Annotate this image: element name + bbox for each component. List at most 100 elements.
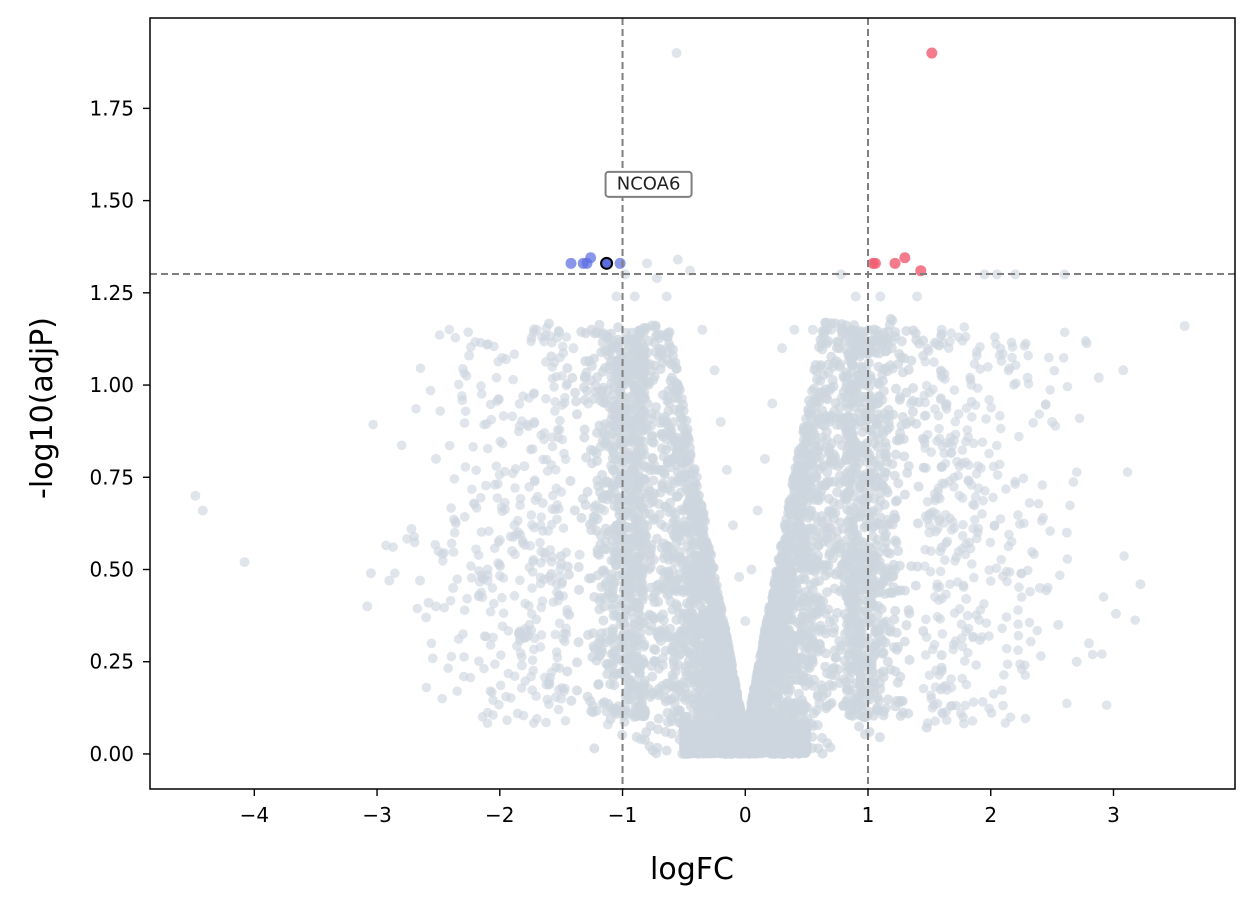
cloud-point [609, 611, 619, 621]
cloud-point [794, 668, 804, 678]
volcano-plot-svg: NCOA6 −4 −3 −2 −1 0 1 2 3 0.000.250.500.751.001… [0, 0, 1255, 906]
cloud-point [630, 417, 640, 427]
cloud-point [878, 429, 888, 439]
cloud-point [698, 585, 708, 595]
cloud-point [651, 402, 661, 412]
cloud-point [787, 480, 797, 490]
cloud-point [795, 575, 805, 585]
cloud-point [678, 415, 688, 425]
cloud-point [904, 461, 914, 471]
cloud-point [688, 583, 698, 593]
cloud-point [702, 637, 712, 647]
cloud-point [831, 653, 841, 663]
cloud-point [676, 457, 686, 467]
cloud-point [670, 521, 680, 531]
cloud-point [610, 423, 620, 433]
cloud-point [674, 474, 684, 484]
cloud-point [821, 393, 831, 403]
cloud-point [615, 668, 625, 678]
cloud-point [656, 429, 666, 439]
cloud-point [784, 569, 794, 579]
cloud-point [893, 678, 903, 688]
cloud-point [807, 405, 817, 415]
cloud-point [574, 585, 584, 595]
cloud-point [603, 699, 613, 709]
cloud-point [892, 495, 902, 505]
cloud-point [662, 576, 672, 586]
cloud-point [718, 645, 728, 655]
cloud-point [809, 708, 819, 718]
cloud-point [899, 451, 909, 461]
cloud-point [874, 379, 884, 389]
cloud-point [670, 682, 680, 692]
cloud-point [898, 367, 908, 377]
cloud-point [847, 516, 857, 526]
cloud-point [878, 666, 888, 676]
cloud-point [605, 679, 615, 689]
cloud-point [887, 571, 897, 581]
cloud-point [825, 680, 835, 690]
cloud-point [659, 468, 669, 478]
cloud-point [845, 424, 855, 434]
cloud-point [624, 643, 634, 653]
cloud-point [583, 487, 593, 497]
cloud-point [765, 694, 775, 704]
cloud-point [677, 447, 687, 457]
cloud-point [671, 615, 681, 625]
cloud-point [694, 563, 704, 573]
cloud-point [602, 333, 612, 343]
cloud-point [812, 555, 822, 565]
cloud-point [886, 314, 896, 324]
cloud-point [676, 438, 686, 448]
cloud-point [601, 394, 611, 404]
cloud-point [875, 392, 885, 402]
cloud-point [672, 379, 682, 389]
cloud-point [846, 437, 856, 447]
cloud-point [820, 625, 830, 635]
cloud-point [624, 680, 634, 690]
cloud-point [581, 328, 591, 338]
cloud-point [779, 539, 789, 549]
cloud-point [873, 692, 883, 702]
cloud-point [632, 703, 642, 713]
cloud-point [659, 538, 669, 548]
cloud-point [638, 538, 648, 548]
cloud-point [607, 481, 617, 491]
cloud-point [901, 620, 911, 630]
cloud-point [865, 617, 875, 627]
cloud-point [675, 649, 685, 659]
cloud-point [895, 392, 905, 402]
cloud-point [659, 418, 669, 428]
cloud-point [799, 557, 809, 567]
cloud-point [791, 468, 801, 478]
cloud-point [829, 449, 839, 459]
cloud-point [893, 478, 903, 488]
cloud-point [812, 375, 822, 385]
cloud-point [873, 610, 883, 620]
volcano-plot: NCOA6 −4 −3 −2 −1 0 1 2 3 0.00 0.25 0.50 0.75 1.00 1… [0, 0, 1255, 906]
cloud-point [692, 620, 702, 630]
cloud-point [888, 364, 898, 374]
cloud-point [633, 392, 643, 402]
cloud-point [937, 650, 947, 660]
cloud-point [808, 622, 818, 632]
cloud-point [716, 633, 726, 643]
cloud-point [747, 707, 757, 717]
cloud-point [878, 619, 888, 629]
cloud-point [710, 658, 720, 668]
cloud-point [683, 693, 693, 703]
cloud-point [594, 421, 604, 431]
cloud-point [598, 616, 608, 626]
cloud-point [789, 638, 799, 648]
cloud-point [662, 746, 672, 756]
cloud-point [845, 619, 855, 629]
cloud-point [645, 486, 655, 496]
cloud-point [908, 325, 918, 335]
cloud-point [797, 695, 807, 705]
cloud-point [589, 354, 599, 364]
cloud-point [691, 675, 701, 685]
cloud-point [709, 647, 719, 657]
cloud-point [679, 406, 689, 416]
cloud-point [824, 550, 834, 560]
cloud-point [682, 610, 692, 620]
